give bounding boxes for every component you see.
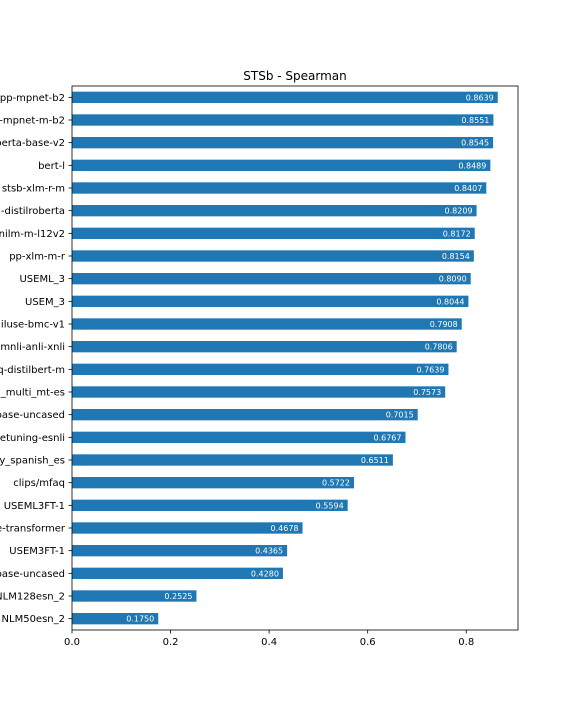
value-labels-group: 0.8639 0.8551 0.8545 0.8489 0.8407 0.8209 0.81… <box>126 93 494 623</box>
bar-value-label: 0.8044 <box>436 297 464 306</box>
bar-value-label: 0.8551 <box>461 116 489 125</box>
y-tick-label: iluse-bmc-v1 <box>1 320 65 331</box>
y-tick-label: pp-mpnet-b2 <box>0 93 65 104</box>
x-tick-label: 0.2 <box>163 637 179 648</box>
bar <box>72 545 288 557</box>
y-tick-label: oberta-base-v2 <box>0 138 65 149</box>
bar-value-label: 0.7015 <box>386 411 414 420</box>
bar-value-label: 0.4678 <box>271 524 299 533</box>
bar-value-label: 0.8489 <box>458 161 486 170</box>
bar <box>72 227 475 239</box>
y-tick-label: bert-l <box>38 161 65 172</box>
bar-value-label: 0.8154 <box>442 252 470 261</box>
x-tick-label: 0.4 <box>261 637 277 648</box>
bar-value-label: 0.8090 <box>439 275 467 284</box>
bar-value-label: 0.8209 <box>445 207 473 216</box>
bar <box>72 159 491 171</box>
bar <box>72 363 449 375</box>
bar <box>72 295 469 307</box>
bar-value-label: 0.8639 <box>466 93 494 102</box>
y-tick-label: USEML_3 <box>19 274 65 285</box>
y-tick-label: clips/mfaq <box>13 478 65 489</box>
y-tick-label: USEM3FT-1 <box>9 546 65 557</box>
y-tick-label: mnli-anli-xnli <box>0 342 65 353</box>
x-tick-label: 0.0 <box>64 637 80 648</box>
y-tick-label: etuning-esnli <box>0 433 65 444</box>
bar <box>72 613 159 625</box>
bar-value-label: 0.7908 <box>430 320 458 329</box>
bar <box>72 431 406 443</box>
bar <box>72 499 348 511</box>
y-tick-label: q-distilbert-m <box>0 365 65 376</box>
bar-value-label: 0.5594 <box>316 501 344 510</box>
bar <box>72 182 487 194</box>
bar-value-label: 0.7639 <box>416 365 444 374</box>
x-tick-label: 0.8 <box>458 637 474 648</box>
bar-value-label: 0.2525 <box>164 592 192 601</box>
y-tick-label: e-transformer <box>0 524 66 535</box>
bar <box>72 590 197 602</box>
bar <box>72 386 446 398</box>
y-tick-label: -distilroberta <box>1 206 65 217</box>
bar-value-label: 0.8407 <box>454 184 482 193</box>
bar-value-label: 0.8545 <box>461 139 489 148</box>
bar-value-label: 0.8172 <box>443 229 471 238</box>
bar-value-label: 0.7573 <box>413 388 441 397</box>
bar <box>72 205 477 217</box>
bars-group <box>72 91 498 625</box>
y-tick-label: -mpnet-m-b2 <box>0 116 65 127</box>
bar-value-label: 0.6767 <box>373 433 401 442</box>
y-tick-label: base-uncased <box>0 569 65 580</box>
bar <box>72 522 303 534</box>
bar <box>72 91 498 103</box>
x-axis: 0.0 0.2 0.4 0.6 0.8 <box>64 630 474 648</box>
bar <box>72 318 462 330</box>
y-axis: pp-mpnet-b2 -mpnet-m-b2 oberta-base-v2 bert… <box>0 93 72 625</box>
y-tick-label: y_spanish_es <box>0 456 65 467</box>
y-tick-label: pp-xlm-m-r <box>9 252 66 263</box>
y-tick-label: base-uncased <box>0 410 65 421</box>
y-tick-label: NLM50esn_2 <box>2 614 65 625</box>
y-tick-label: USEM_3 <box>25 297 65 308</box>
bar <box>72 250 474 262</box>
bar <box>72 454 393 466</box>
y-tick-label: nilm-m-l12v2 <box>0 229 65 240</box>
y-tick-label: NLM128esn_2 <box>0 592 65 603</box>
bar-value-label: 0.5722 <box>322 479 350 488</box>
bar-value-label: 0.4365 <box>255 547 283 556</box>
bar <box>72 273 471 285</box>
bar <box>72 137 494 149</box>
chart-title: STSb - Spearman <box>243 69 346 83</box>
y-tick-label: stsb-xlm-r-m <box>2 184 65 195</box>
y-tick-label: USEML3FT-1 <box>4 501 65 512</box>
bar-value-label: 0.7806 <box>425 343 453 352</box>
bar <box>72 341 457 353</box>
plot-frame <box>71 85 519 631</box>
bar-value-label: 0.6511 <box>361 456 389 465</box>
bar <box>72 114 494 126</box>
bar <box>72 567 283 579</box>
bar-value-label: 0.1750 <box>126 615 154 624</box>
x-tick-label: 0.6 <box>360 637 376 648</box>
y-tick-label: _multi_mt-es <box>0 388 65 399</box>
bar-value-label: 0.4280 <box>251 569 279 578</box>
bar <box>72 477 354 489</box>
bar <box>72 409 418 421</box>
